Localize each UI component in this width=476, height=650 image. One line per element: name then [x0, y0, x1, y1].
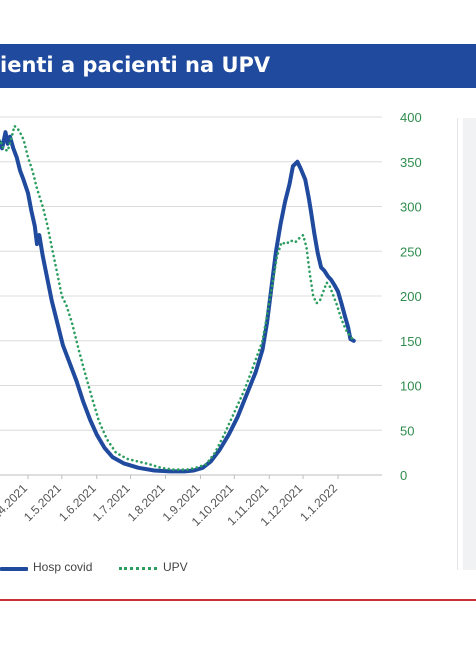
series-line-hosp-covid: [0, 130, 356, 474]
legend-label-upv: UPV: [163, 560, 188, 574]
y-axis-ticks: 0 50 100 150 200 250 300 350 400: [400, 110, 422, 483]
series-lines: [0, 124, 356, 474]
y-tick-label: 0: [400, 468, 407, 483]
y-tick-label: 150: [400, 334, 422, 349]
x-tick-label: 1.1.2022: [297, 481, 340, 524]
x-tick-label: 1.5.2021: [21, 481, 64, 524]
series-line-upv: [0, 124, 356, 471]
panel-divider: [457, 118, 458, 570]
legend-swatch-upv: [119, 567, 157, 570]
chart-title: ienti a pacienti na UPV: [0, 53, 271, 77]
y-tick-label: 300: [400, 200, 422, 215]
y-tick-label: 100: [400, 379, 422, 394]
x-tick-label: 1.8.2021: [125, 481, 168, 524]
x-tick-label: 1.7.2021: [90, 481, 133, 524]
chart-header: ienti a pacienti na UPV: [0, 44, 476, 88]
y-tick-label: 350: [400, 155, 422, 170]
legend-label-hosp-covid: Hosp covid: [33, 560, 93, 574]
side-panel: [463, 118, 476, 570]
x-axis-ticks: 1.3.20211.4.20211.5.20211.6.20211.7.2021…: [0, 475, 340, 529]
grid-lines: [0, 116, 382, 476]
y-tick-label: 250: [400, 244, 422, 259]
y-tick-label: 200: [400, 289, 422, 304]
y-tick-label: 400: [400, 110, 422, 125]
legend-swatch-hosp-covid: [0, 567, 28, 571]
bottom-divider: [0, 599, 476, 601]
y-tick-label: 50: [400, 423, 414, 438]
